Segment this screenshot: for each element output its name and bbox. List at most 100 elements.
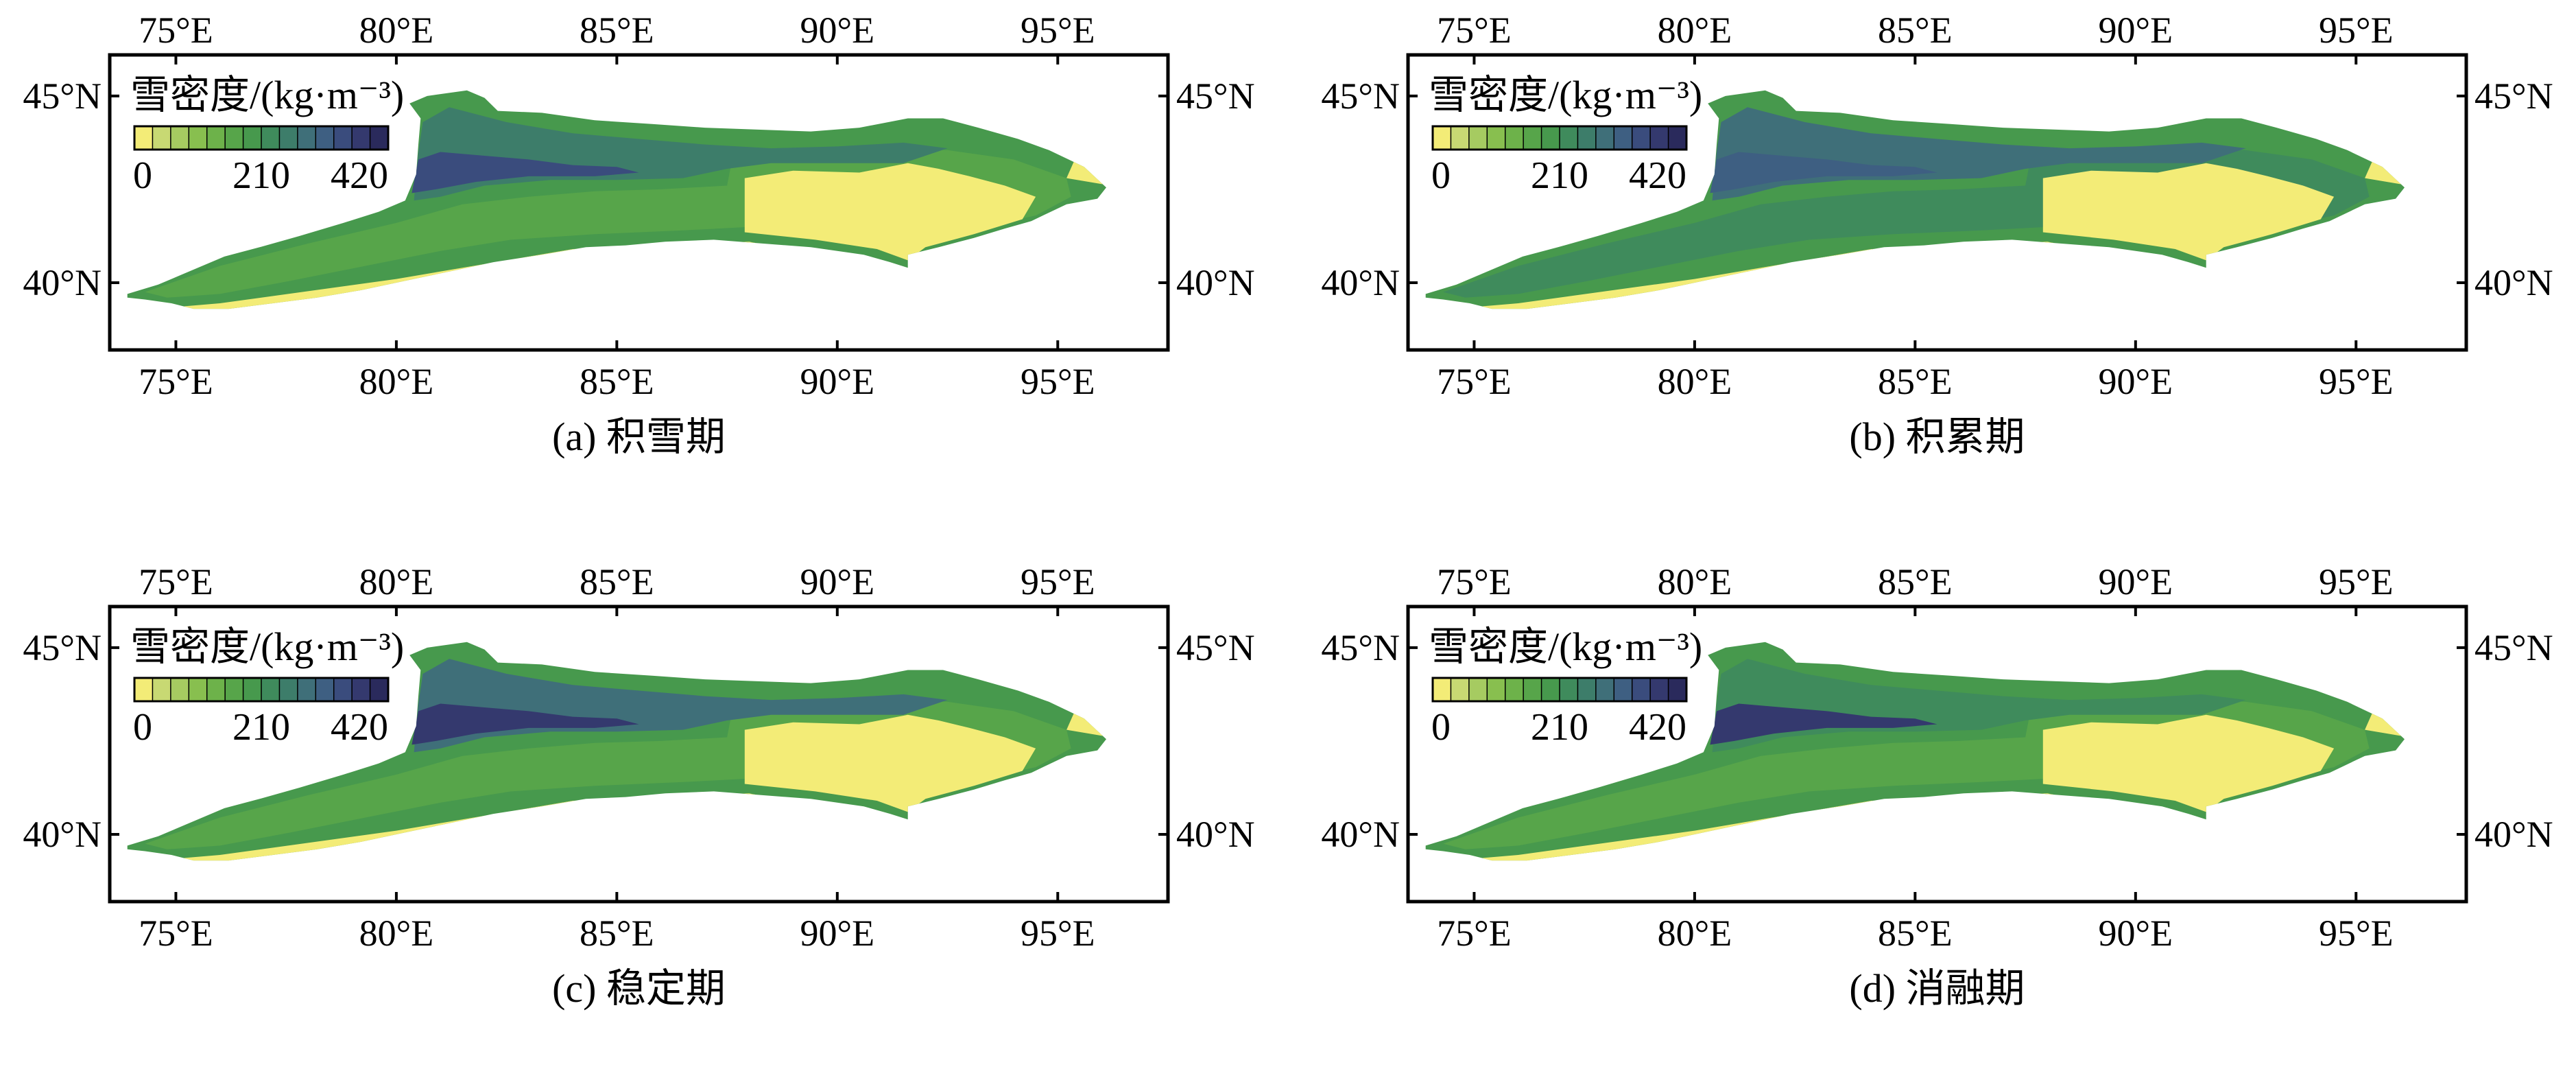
lon-label-top: 90°E [2099,10,2173,51]
colorbar-swatch [261,678,280,701]
lat-label-left: 45°N [23,75,102,117]
map-panel-b: 75°E 75°E 80°E 80°E 85°E 85°E 90°E 90°E 95°E 95°E… [1321,10,2553,459]
medium-density-belt [145,148,1071,298]
colorbar-swatch [297,126,316,150]
lon-label-bottom: 95°E [2319,913,2394,954]
colorbar-tick-label: 210 [1531,154,1588,197]
high-density-belt [414,107,948,201]
desert-area [744,714,1036,812]
colorbar-tick-label: 420 [1629,154,1686,197]
colorbar-swatch [333,678,353,701]
colorbar-swatch [243,126,262,150]
lon-label-bottom: 80°E [1658,913,1732,954]
colorbar-swatch [1487,126,1506,150]
colorbar-swatch [152,678,171,701]
colorbar-swatch [261,126,280,150]
map-panel-d: 75°E 75°E 80°E 80°E 85°E 85°E 90°E 90°E 95°E 95°E… [1321,561,2553,1011]
colorbar-swatch [1523,126,1542,150]
colorbar-swatch [315,126,335,150]
colorbar-swatch [1505,678,1524,701]
lat-label-right: 40°N [1176,814,1255,855]
medium-density-belt [1443,148,2370,298]
legend: 雪密度/(kg·m⁻³) 0 210 420 [130,73,404,197]
lon-label-top: 95°E [1021,10,1095,51]
lon-label-top: 85°E [580,10,654,51]
lon-label-bottom: 90°E [800,913,875,954]
colorbar-swatch [1433,126,1451,150]
lon-label-bottom: 85°E [580,913,654,954]
lat-label-left: 45°N [1321,627,1400,668]
colorbar-swatch [189,126,208,150]
colorbar-swatch [1614,126,1633,150]
colorbar-swatch [225,126,244,150]
colorbar-tick-label: 210 [1531,706,1588,749]
colorbar-swatch [1505,126,1524,150]
lon-label-top: 95°E [1021,561,1095,602]
lat-label-left: 40°N [1321,262,1400,303]
colorbar-swatch [352,126,371,150]
lon-label-top: 75°E [139,561,213,602]
lon-label-top: 85°E [580,561,654,602]
lon-label-bottom: 80°E [359,913,434,954]
colorbar-swatch [1595,126,1614,150]
colorbar-swatch [1650,126,1669,150]
colorbar-swatch [152,126,171,150]
lon-label-top: 85°E [1878,561,1953,602]
colorbar-swatch [1577,678,1597,701]
lon-label-top: 95°E [2319,561,2394,602]
lon-label-bottom: 85°E [580,361,654,402]
colorbar-swatch [1668,678,1687,701]
medium-density-belt [145,700,1071,849]
colorbar-swatch [206,678,226,701]
colorbar-swatch [279,126,298,150]
lat-label-right: 45°N [2474,75,2553,117]
map-frame [1406,53,2468,352]
lon-label-bottom: 75°E [1437,361,1512,402]
colorbar-swatch [352,678,371,701]
legend-title: 雪密度/(kg·m⁻³) [130,73,404,117]
lat-label-right: 45°N [1176,75,1255,117]
lon-label-bottom: 75°E [139,913,213,954]
colorbar-swatch [315,678,335,701]
colorbar-swatch [1560,126,1578,150]
colorbar-swatch [170,678,189,701]
colorbar-tick-label: 0 [133,154,152,197]
desert-area [744,163,1036,261]
colorbar-swatch [297,678,316,701]
legend-title: 雪密度/(kg·m⁻³) [1429,624,1702,669]
map-frame [108,53,1170,352]
medium-density-belt [1443,700,2370,849]
lon-label-top: 80°E [359,561,434,602]
colorbar-swatch [189,678,208,701]
colorbar-tick-label: 420 [331,154,388,197]
map-panel-c: 75°E 75°E 80°E 80°E 85°E 85°E 90°E 90°E 95°E 95°E… [23,561,1254,1011]
peak-density-belt [1710,152,1937,193]
colorbar-swatch [243,678,262,701]
colorbar-swatch [1468,126,1488,150]
colorbar-swatch [1468,678,1488,701]
legend-title: 雪密度/(kg·m⁻³) [130,624,404,669]
lat-label-right: 40°N [2474,814,2553,855]
high-density-belt [1712,659,2246,753]
colorbar-swatch [279,678,298,701]
lat-label-left: 40°N [23,262,102,303]
lon-label-top: 80°E [359,10,434,51]
lon-label-bottom: 95°E [1021,361,1095,402]
lon-label-bottom: 85°E [1878,361,1953,402]
panel-caption: (a) 积雪期 [552,414,726,459]
desert-area [2042,163,2335,261]
colorbar-swatch [333,126,353,150]
colorbar-swatch [1560,678,1578,701]
peak-density-belt [412,152,639,193]
lon-label-top: 75°E [1437,561,1512,602]
colorbar-swatch [1541,678,1560,701]
lat-label-left: 40°N [23,814,102,855]
lon-label-top: 75°E [1437,10,1512,51]
lon-label-bottom: 90°E [800,361,875,402]
colorbar-swatch [1451,126,1470,150]
legend: 雪密度/(kg·m⁻³) 0 210 420 [130,624,404,749]
panel-caption: (c) 稳定期 [552,966,726,1011]
lon-label-top: 90°E [800,561,875,602]
colorbar-swatch [1668,126,1687,150]
